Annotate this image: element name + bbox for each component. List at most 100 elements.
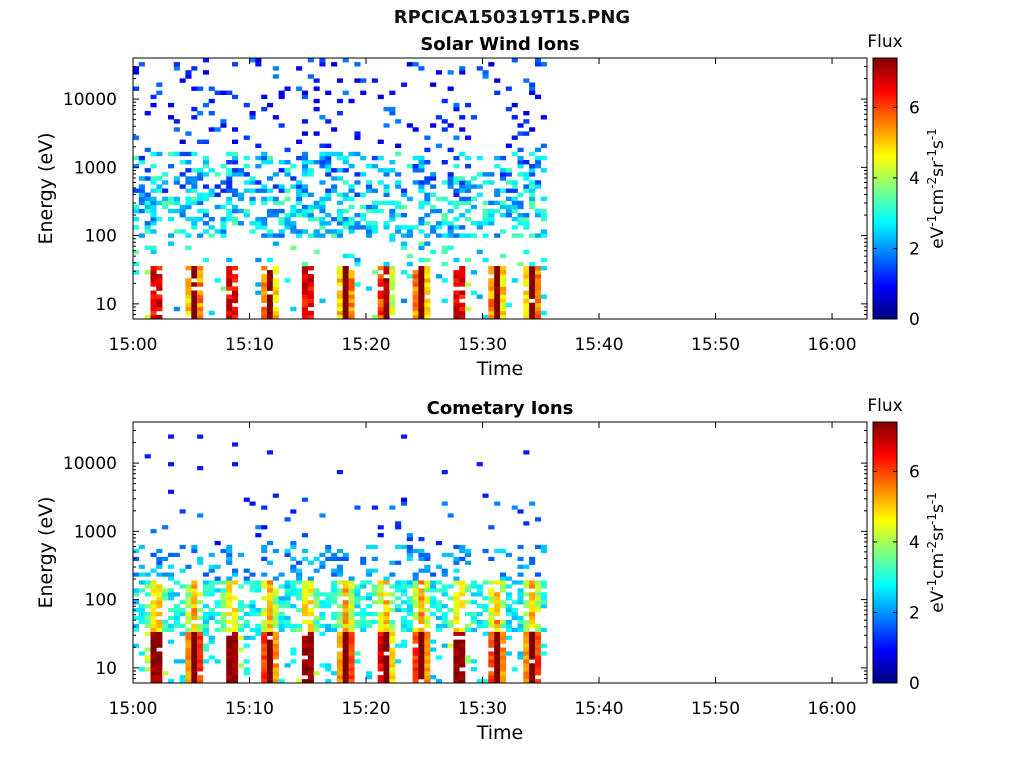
flux-cell — [459, 200, 466, 206]
flux-cell — [249, 604, 256, 609]
flux-cell — [249, 176, 256, 181]
flux-cell — [342, 639, 349, 644]
x-tick-label: 15:30 — [458, 335, 507, 355]
panel-title: Cometary Ions — [427, 398, 574, 419]
flux-cell — [319, 196, 326, 202]
flux-cell — [226, 306, 233, 312]
flux-cell — [144, 111, 151, 116]
flux-cell — [150, 274, 157, 279]
flux-cell — [535, 639, 542, 644]
flux-cell — [307, 588, 314, 593]
flux-cell — [133, 556, 140, 561]
flux-cell — [517, 556, 524, 561]
flux-cell — [453, 608, 460, 613]
flux-cell — [336, 663, 343, 668]
flux-cell — [331, 176, 338, 181]
flux-cell — [482, 70, 489, 75]
flux-cell — [342, 192, 349, 197]
flux-cell — [418, 278, 425, 283]
flux-cell — [301, 192, 308, 197]
flux-cell — [354, 604, 361, 609]
flux-cell — [278, 221, 285, 226]
flux-cell — [459, 290, 466, 295]
flux-cell — [296, 192, 303, 197]
flux-cell — [336, 635, 343, 640]
flux-cell — [529, 261, 536, 267]
flux-cell — [197, 627, 204, 632]
flux-cell — [412, 663, 419, 668]
flux-cell — [494, 298, 501, 303]
flux-cell — [232, 580, 239, 585]
flux-cell — [325, 667, 332, 672]
flux-cell — [307, 663, 314, 668]
flux-cell — [529, 180, 536, 185]
flux-cell — [284, 86, 291, 91]
colorbar-title: Flux — [867, 32, 902, 52]
flux-cell — [185, 196, 192, 202]
flux-cell — [529, 90, 536, 95]
flux-cell — [191, 151, 198, 157]
flux-cell — [412, 631, 419, 636]
flux-cell — [144, 612, 151, 617]
flux-cell — [476, 612, 483, 617]
flux-cell — [272, 278, 279, 283]
flux-cell — [465, 588, 472, 593]
flux-cell — [220, 604, 227, 609]
flux-cell — [529, 667, 536, 672]
flux-cell — [185, 635, 192, 640]
flux-cell — [336, 679, 343, 684]
flux-cell — [267, 257, 274, 263]
flux-cell — [354, 225, 361, 230]
flux-cell — [307, 58, 314, 63]
flux-cell — [465, 659, 472, 664]
flux-cell — [453, 556, 460, 561]
flux-cell — [377, 675, 384, 680]
flux-cell — [325, 679, 332, 684]
flux-cell — [313, 600, 320, 605]
flux-cell — [441, 213, 448, 218]
flux-cell — [342, 671, 349, 676]
flux-cell — [336, 278, 343, 283]
flux-cell — [133, 643, 140, 648]
flux-cell — [371, 544, 378, 550]
flux-cell — [202, 604, 209, 609]
flux-cell — [494, 192, 501, 197]
flux-cell — [523, 78, 530, 83]
flux-cell — [272, 671, 279, 676]
flux-cell — [226, 184, 233, 189]
flux-cell — [517, 164, 524, 169]
flux-cell — [336, 675, 343, 680]
flux-cell — [354, 651, 361, 656]
flux-cell — [459, 70, 466, 75]
flux-cell — [197, 282, 204, 287]
flux-cell — [476, 184, 483, 189]
flux-cell — [220, 592, 227, 597]
flux-cell — [214, 229, 221, 234]
flux-cell — [255, 584, 262, 589]
flux-cell — [296, 66, 303, 71]
flux-cell — [377, 631, 384, 636]
flux-cell — [272, 266, 279, 271]
flux-cell — [535, 623, 542, 628]
flux-cell — [232, 192, 239, 197]
flux-cell — [494, 274, 501, 279]
flux-cell — [232, 663, 239, 668]
flux-cell — [162, 172, 169, 177]
flux-cell — [243, 155, 250, 161]
flux-cell — [272, 196, 279, 202]
flux-cell — [395, 604, 402, 609]
flux-cell — [470, 580, 477, 585]
flux-cell — [482, 608, 489, 613]
flux-cell — [336, 643, 343, 648]
flux-cell — [255, 143, 262, 148]
flux-cell — [406, 229, 413, 234]
flux-cell — [529, 274, 536, 279]
flux-cell — [465, 155, 472, 161]
flux-cell — [133, 86, 140, 91]
flux-cell — [243, 188, 250, 193]
flux-cell — [535, 306, 542, 312]
flux-cell — [214, 90, 221, 95]
flux-cell — [453, 651, 460, 656]
flux-cell — [529, 204, 536, 210]
flux-cell — [523, 663, 530, 668]
